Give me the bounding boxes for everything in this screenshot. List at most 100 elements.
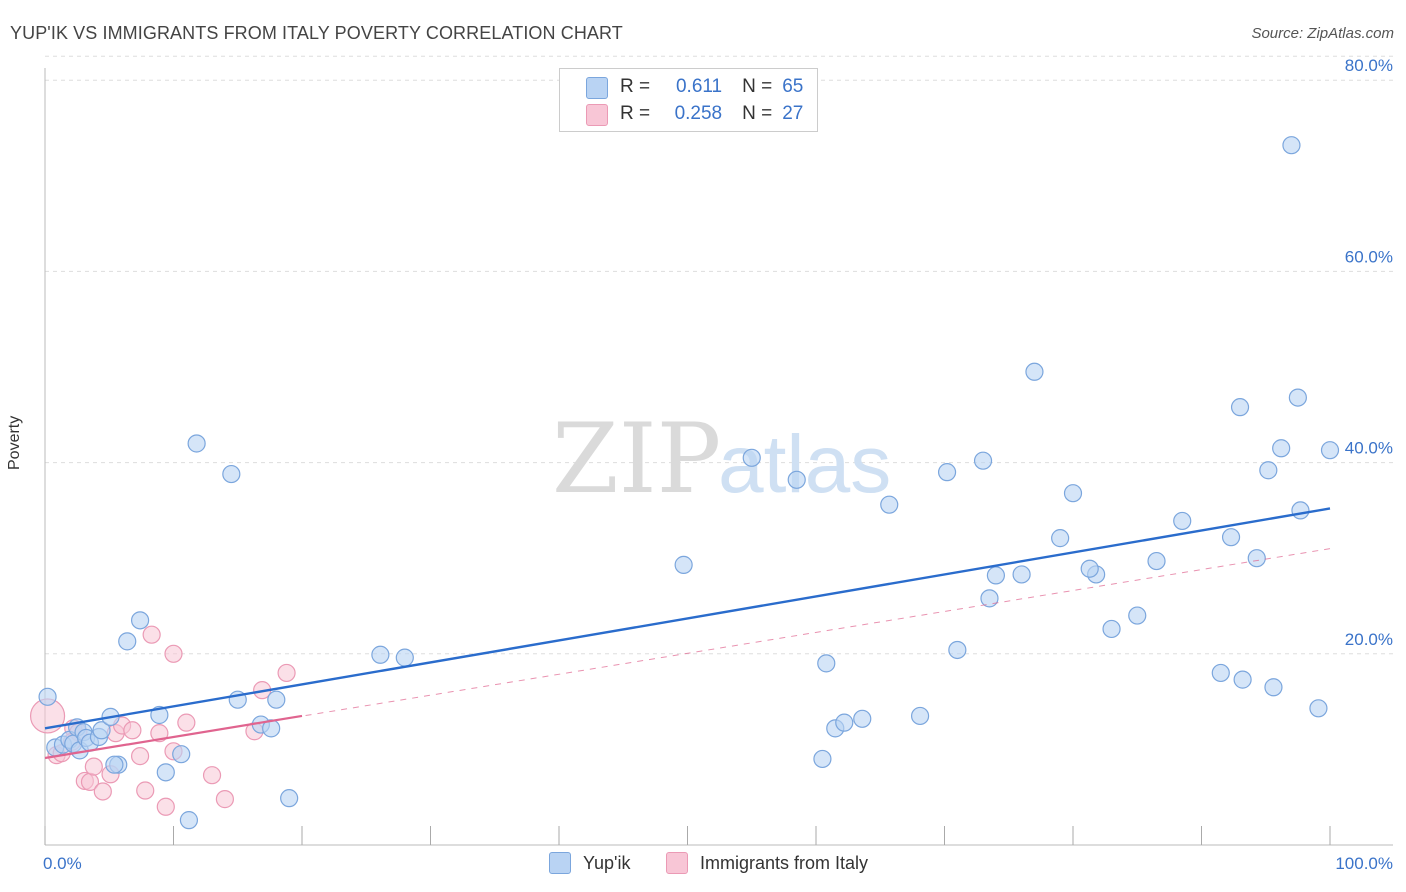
yupik-point <box>130 611 150 630</box>
yupik-point <box>1291 501 1310 520</box>
yupik-point <box>1147 551 1166 571</box>
x-tick-label: 0.0% <box>43 854 82 873</box>
yupik-point <box>973 451 993 470</box>
yupik-point <box>1264 678 1283 697</box>
yupik-point <box>986 566 1006 585</box>
yupik-point <box>813 749 832 769</box>
yupik-point <box>1272 439 1291 458</box>
yupik-point <box>674 555 693 574</box>
yupik-point <box>1025 362 1044 381</box>
yupik-point <box>1259 461 1278 480</box>
yupik-point <box>38 687 57 706</box>
yupik-point <box>262 719 281 738</box>
yupik-point <box>880 495 899 514</box>
yupik-point <box>222 464 241 484</box>
yupik-point <box>1282 136 1301 155</box>
italy-point <box>142 625 161 644</box>
legend-swatch-italy <box>586 104 608 126</box>
trend-lines <box>44 507 1331 760</box>
yupik-point <box>1051 529 1070 548</box>
yupik-point <box>280 789 299 808</box>
watermark: ZIP atlas <box>552 403 891 515</box>
yupik-point <box>1102 619 1121 639</box>
legend-n-value-italy: 27 <box>782 103 804 124</box>
legend-item-yupik: Yup'ik <box>549 852 630 874</box>
yupik-point <box>92 721 111 740</box>
yupik-point <box>1173 511 1192 531</box>
italy-point <box>130 746 150 766</box>
italy-point <box>277 663 296 683</box>
italy-point <box>123 721 142 740</box>
yupik-points <box>38 136 1340 830</box>
legend-row-yupik: R = 0.611 N = 65 <box>586 74 804 100</box>
yupik-point <box>1309 699 1328 718</box>
yupik-point <box>1230 398 1250 417</box>
yupik-point <box>1233 670 1252 689</box>
yupik-point <box>817 654 836 673</box>
y-tick-label: 80.0% <box>1345 56 1393 75</box>
legend-r-label: R = <box>620 76 651 97</box>
yupik-point <box>742 448 761 467</box>
watermark-zip: ZIP <box>552 403 721 515</box>
yupik-point <box>187 434 206 453</box>
yupik-point <box>1128 606 1147 625</box>
yupik-trend-line <box>44 507 1331 730</box>
legend-r-value-yupik: 0.611 <box>675 76 723 97</box>
yupik-point <box>1080 559 1099 578</box>
italy-point <box>215 790 234 809</box>
yupik-point <box>787 470 806 489</box>
legend-r-value-italy: 0.258 <box>674 103 723 124</box>
yupik-point <box>1221 528 1241 547</box>
italy-point <box>150 724 169 743</box>
yupik-point <box>1012 565 1031 584</box>
gridlines <box>45 55 1393 655</box>
italy-point <box>177 713 196 732</box>
yupik-point <box>1320 441 1340 460</box>
tick-labels: 20.0% 40.0% 60.0% 80.0% 0.0% 100.0% <box>43 56 1393 873</box>
yupik-point <box>835 713 854 732</box>
yupik-point <box>1288 388 1307 407</box>
italy-trend-line <box>44 714 303 760</box>
legend-label-yupik: Yup'ik <box>583 852 631 873</box>
legend-swatch-yupik <box>586 77 608 99</box>
y-tick-label: 40.0% <box>1345 439 1393 458</box>
y-tick-label: 60.0% <box>1345 247 1393 266</box>
italy-point <box>202 766 222 785</box>
yupik-point <box>172 745 191 764</box>
italy-point <box>93 782 112 801</box>
legend-r-label: R = <box>620 103 651 124</box>
source-credit: Source: ZipAtlas.com <box>1251 25 1394 42</box>
italy-point <box>136 781 155 800</box>
legend-n-value-yupik: 65 <box>782 76 804 97</box>
yupik-point <box>948 640 967 660</box>
legend-n-label: N = <box>742 103 773 124</box>
yupik-point <box>853 709 872 728</box>
legend-item-italy: Immigrants from Italy <box>666 852 868 874</box>
italy-point <box>164 644 183 663</box>
italy-point <box>84 757 103 776</box>
yupik-point <box>1247 549 1266 568</box>
yupik-point <box>1063 484 1083 503</box>
legend-n-label: N = <box>742 76 773 97</box>
yupik-point <box>1211 663 1230 683</box>
watermark-atlas: atlas <box>718 419 891 510</box>
yupik-point <box>105 755 124 774</box>
yupik-point <box>156 763 175 782</box>
yupik-point <box>179 811 199 830</box>
yupik-point <box>980 589 999 608</box>
legend-label-italy: Immigrants from Italy <box>700 852 869 873</box>
yupik-point <box>910 706 930 726</box>
yupik-point <box>267 690 286 709</box>
italy-point <box>156 797 175 816</box>
chart-title: YUP'IK VS IMMIGRANTS FROM ITALY POVERTY … <box>10 23 623 43</box>
legend-swatch-italy <box>666 852 688 874</box>
legend-stats: R = 0.611 N = 65 R = 0.258 N = 27 <box>559 68 818 132</box>
yupik-point <box>371 645 390 664</box>
x-tick-label: 100.0% <box>1335 854 1393 873</box>
legend-swatch-yupik <box>549 852 571 874</box>
yupik-point <box>937 463 957 482</box>
y-tick-label: 20.0% <box>1345 630 1393 649</box>
yupik-point <box>118 632 137 651</box>
legend-row-italy: R = 0.258 N = 27 <box>586 101 804 127</box>
